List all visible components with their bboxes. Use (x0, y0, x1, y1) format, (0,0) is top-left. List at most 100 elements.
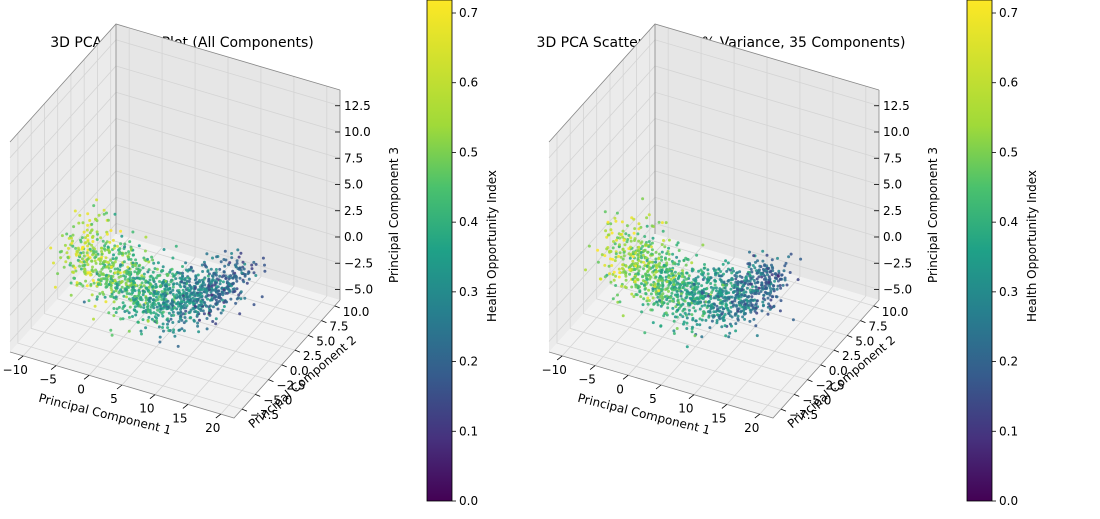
x-tick-label: −10 (542, 363, 567, 377)
data-point (198, 292, 202, 296)
data-point (618, 243, 621, 247)
y-tick-mark (268, 379, 274, 383)
data-point (106, 261, 110, 264)
data-point (69, 293, 73, 297)
data-point (650, 224, 654, 228)
data-point (105, 285, 109, 289)
data-point (632, 267, 636, 271)
data-point (637, 239, 641, 243)
data-point (657, 257, 661, 261)
data-point (173, 306, 176, 309)
data-point (122, 260, 126, 264)
data-point (120, 285, 124, 289)
data-point (157, 295, 161, 299)
y-tick-mark (794, 394, 800, 397)
data-point (650, 248, 654, 252)
data-point (626, 238, 630, 241)
data-point (91, 240, 95, 243)
data-point (746, 272, 750, 276)
data-point (147, 268, 151, 272)
data-point (94, 268, 98, 272)
x-tick-label: −5 (578, 373, 596, 387)
data-point (718, 306, 722, 310)
data-point (612, 270, 616, 274)
data-point (218, 274, 222, 278)
data-point (746, 262, 750, 266)
data-point (685, 295, 689, 299)
data-point (140, 281, 144, 285)
data-point (144, 296, 148, 300)
data-point (642, 260, 646, 264)
data-point (646, 302, 650, 306)
data-point (621, 247, 625, 251)
data-point (119, 242, 123, 246)
data-point (91, 246, 95, 250)
data-point (726, 295, 730, 299)
data-point (167, 283, 171, 287)
data-point (200, 263, 204, 267)
data-point (127, 250, 131, 254)
data-point (74, 269, 78, 273)
data-point (756, 281, 760, 284)
data-point (112, 296, 116, 300)
data-point (673, 270, 677, 274)
data-point (615, 238, 618, 242)
y-axis-ticks: −7.5−5.0−2.50.02.55.07.510.0 (241, 305, 369, 422)
data-point (670, 286, 674, 290)
data-point (775, 287, 779, 291)
data-point (108, 240, 112, 244)
data-point (181, 277, 184, 281)
data-point (201, 284, 204, 288)
data-point (134, 264, 137, 268)
data-point (635, 277, 639, 281)
x-tick-mark (215, 413, 222, 419)
data-point (178, 328, 182, 332)
data-point (110, 292, 114, 296)
data-point (151, 258, 155, 262)
data-point (127, 329, 131, 333)
data-point (612, 278, 616, 282)
data-point (722, 316, 725, 320)
z-axis-ticks: −5.0 −2.5 0.0 2.5 5.0 7.5 10.0 12.5 (335, 99, 373, 297)
data-point (241, 260, 245, 264)
data-point (224, 291, 228, 295)
data-point (118, 247, 122, 251)
data-point (707, 304, 710, 308)
data-point (685, 284, 689, 288)
data-point (639, 260, 643, 264)
data-point (675, 282, 679, 286)
data-point (235, 259, 239, 263)
data-point (772, 287, 776, 291)
data-point (682, 279, 686, 283)
data-point (128, 305, 132, 309)
data-point (85, 284, 89, 288)
data-point (752, 317, 756, 321)
data-point (120, 280, 124, 283)
data-point (133, 289, 137, 293)
data-point (78, 213, 82, 217)
data-point (145, 286, 149, 290)
data-point (69, 281, 73, 285)
data-point (641, 303, 645, 307)
data-point (105, 276, 108, 280)
data-point (114, 289, 118, 293)
data-point (734, 293, 738, 297)
data-point (214, 290, 218, 294)
y-tick-label: −7.5 (789, 408, 818, 422)
data-point (653, 282, 657, 286)
data-point (95, 295, 99, 299)
data-point (85, 228, 89, 232)
data-point (175, 296, 179, 300)
data-point (113, 279, 117, 283)
data-point (191, 301, 195, 305)
data-point (738, 274, 742, 278)
data-point (681, 286, 685, 289)
data-point (637, 269, 641, 273)
data-point (116, 270, 120, 274)
data-point (113, 271, 117, 275)
y-tick-label: 7.5 (869, 320, 888, 334)
data-point (654, 260, 658, 264)
data-point (156, 298, 160, 301)
data-point (623, 243, 627, 247)
data-point (702, 310, 706, 314)
